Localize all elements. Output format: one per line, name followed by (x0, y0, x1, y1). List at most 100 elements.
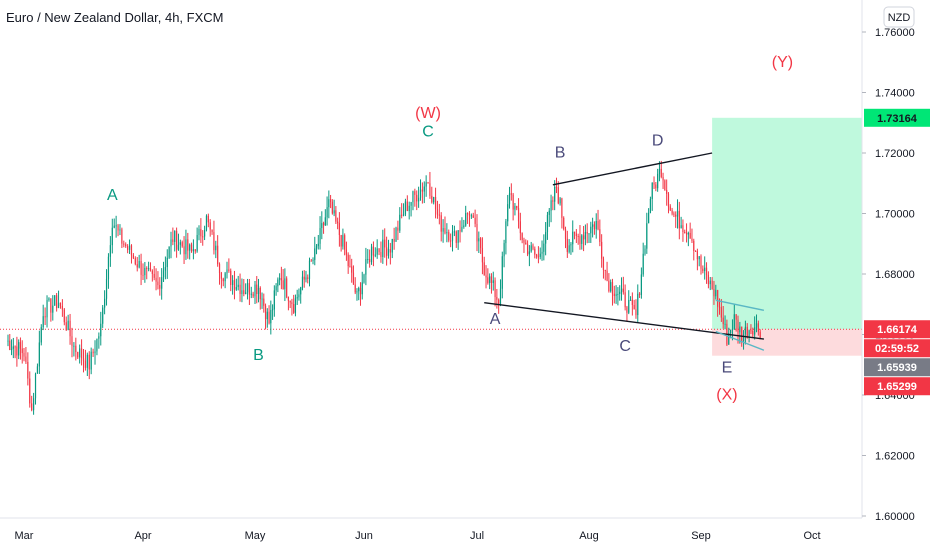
candle-body (56, 295, 58, 309)
candle-body (280, 278, 282, 281)
candle-body (731, 328, 734, 330)
candle-body (651, 182, 653, 200)
candle-body (312, 259, 314, 261)
candle-body (582, 235, 585, 240)
candle-body (314, 248, 316, 260)
candle-body (689, 232, 691, 239)
candle-body (254, 284, 256, 297)
candle-body (213, 232, 215, 251)
candle-body (461, 226, 463, 232)
candle-body (446, 232, 448, 234)
candle-body (181, 242, 183, 247)
candle-body (340, 235, 342, 247)
candle-body (194, 249, 196, 252)
candle-body (374, 254, 376, 256)
candle-body (259, 287, 261, 300)
candle-body (264, 305, 267, 320)
position-zone (0, 117, 862, 356)
candle-body (183, 246, 185, 255)
candle-body (494, 280, 496, 297)
candle-body (448, 232, 450, 241)
candle-body (519, 221, 521, 234)
candle-body (300, 287, 302, 295)
candle-body (222, 278, 224, 282)
candle-body (744, 326, 746, 334)
currency-button[interactable]: NZD (883, 6, 915, 28)
candle-body (125, 244, 127, 247)
candle-body (676, 210, 679, 217)
candle-body (541, 251, 543, 254)
wave-label-red: (Y) (772, 54, 793, 71)
candle-body (10, 348, 13, 350)
candle-body (36, 366, 39, 374)
candle-body (174, 230, 176, 242)
candle-body (724, 323, 726, 325)
candle-body (19, 342, 22, 349)
candle-body (590, 226, 592, 234)
candle-body (298, 294, 300, 298)
candle-body (525, 242, 527, 245)
price-badge-label: 1.65939 (877, 362, 917, 374)
candle-body (177, 244, 180, 250)
candle-body (372, 246, 375, 256)
candle-body (707, 275, 709, 285)
wave-label-dark: A (490, 311, 501, 328)
candle-body (84, 360, 87, 368)
price-badge-label: 1.73164 (877, 113, 918, 125)
candle-body (648, 212, 650, 224)
price-badge: 1.65299 (864, 377, 930, 396)
candle-body (453, 231, 455, 233)
candle-body (629, 299, 632, 301)
candle-body (523, 239, 525, 243)
candle-body (667, 193, 670, 207)
price-badge-label: 1.66174 (877, 324, 918, 336)
candle-body (450, 240, 452, 242)
candle-body (151, 270, 153, 274)
wave-label-dark: C (619, 338, 631, 355)
candle-body (635, 309, 637, 316)
candle-body (303, 276, 305, 280)
candle-body (111, 227, 113, 246)
candle-body (50, 298, 52, 313)
candle-body (427, 182, 429, 184)
x-tick-label: May (245, 530, 266, 542)
candle-body (599, 229, 601, 242)
candle-body (52, 305, 54, 313)
candle-body (653, 182, 655, 185)
candle-body (168, 246, 170, 258)
candle-body (610, 282, 612, 292)
candle-body (266, 311, 268, 320)
candle-body (268, 311, 270, 324)
candle-body (82, 358, 85, 361)
candle-body (166, 257, 168, 268)
candle-body (243, 290, 245, 295)
candle-body (737, 319, 739, 333)
candle-body (359, 288, 362, 295)
candle-body (575, 233, 577, 237)
candle-body (322, 223, 325, 226)
candle-body (250, 293, 252, 295)
candle-body (65, 322, 67, 330)
wave-label-dark: B (555, 145, 566, 162)
candle-body (666, 190, 668, 194)
candle-body (662, 176, 664, 181)
price-badge: 1.65939 (864, 358, 930, 377)
candle-body (149, 268, 152, 271)
candle-body (628, 300, 630, 313)
wedge-upper-line (715, 299, 765, 311)
candle-body (328, 199, 330, 208)
candle-body (655, 184, 657, 189)
candle-body (237, 284, 239, 288)
candle-body (263, 298, 265, 306)
candle-body (492, 280, 494, 283)
candle-body (470, 215, 472, 217)
candle-body (637, 293, 639, 316)
candle-body (397, 227, 399, 231)
candle-body (12, 346, 14, 349)
candle-body (476, 223, 478, 242)
candle-body (483, 262, 485, 276)
candle-body (696, 251, 698, 260)
candle-body (305, 277, 307, 280)
